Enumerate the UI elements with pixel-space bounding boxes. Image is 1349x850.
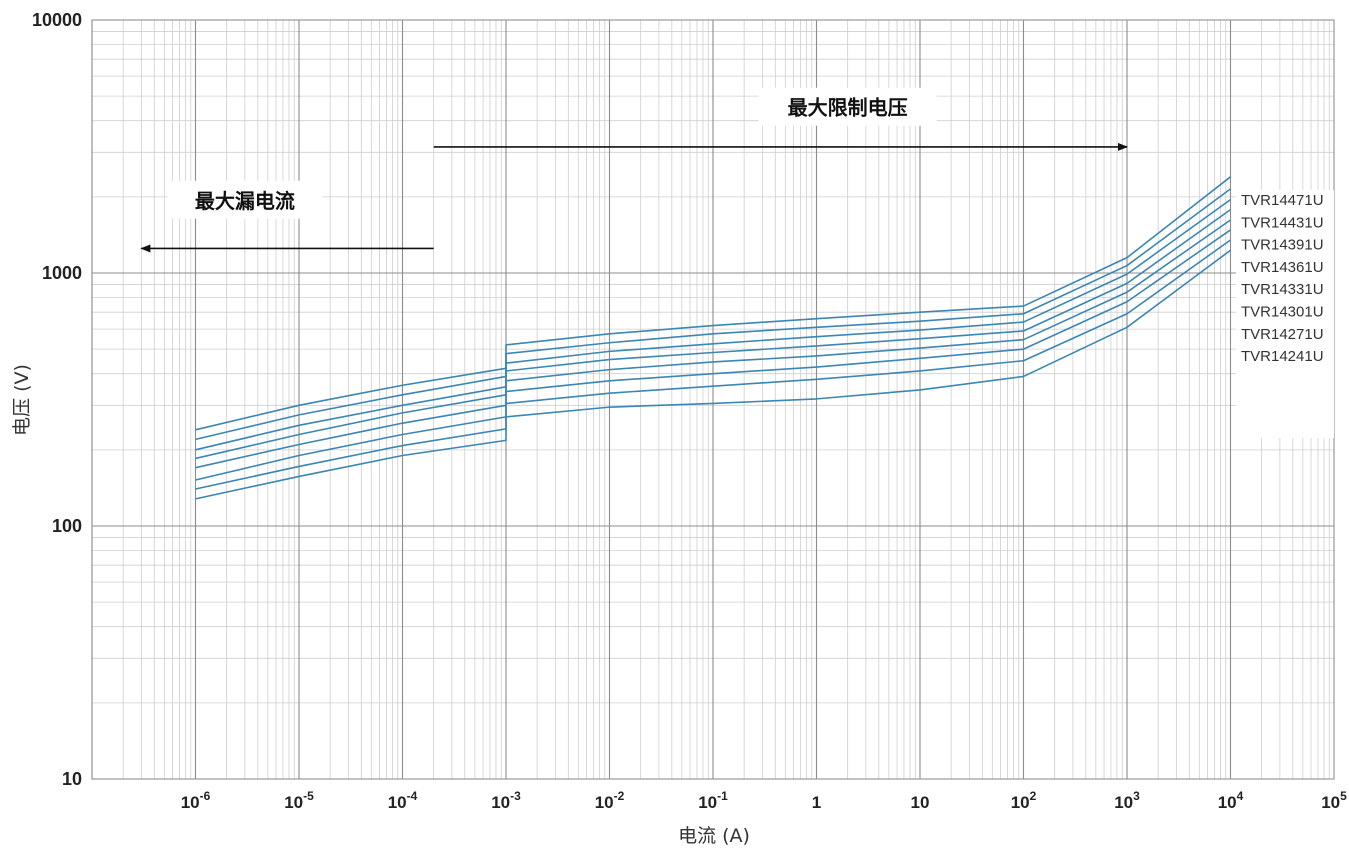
x-tick-label: 10-1 — [698, 789, 728, 812]
annotation-label: 最大漏电流 — [195, 189, 295, 213]
series-label: TVR14431U — [1241, 214, 1324, 231]
x-tick-label: 105 — [1321, 789, 1347, 812]
series-label: TVR14391U — [1241, 237, 1324, 254]
y-axis-ticks: 10 100 1000 10000 — [32, 10, 82, 789]
series-line — [195, 229, 1231, 481]
series-line — [195, 249, 1231, 500]
y-tick-label: 1000 — [42, 263, 82, 283]
series-line — [195, 208, 1231, 460]
series-line — [195, 188, 1231, 441]
annotation-box — [167, 180, 323, 219]
series-label: TVR14331U — [1241, 281, 1324, 298]
series-line — [195, 219, 1231, 469]
x-tick-label: 10-6 — [181, 789, 211, 812]
grid-major-lines — [91, 19, 1335, 780]
series-label: TVR14241U — [1241, 348, 1324, 365]
series-label: TVR14471U — [1241, 192, 1324, 209]
y-tick-label: 10 — [62, 769, 82, 789]
x-axis-title: 电流 (A) — [678, 825, 750, 847]
x-tick-label: 1 — [812, 793, 821, 812]
x-tick-label: 10-2 — [595, 789, 625, 812]
x-tick-label: 104 — [1218, 789, 1244, 812]
y-tick-label: 10000 — [32, 10, 82, 30]
x-tick-label: 10-5 — [284, 789, 314, 812]
series-label: TVR14361U — [1241, 259, 1324, 276]
y-axis-title: 电压 (V) — [11, 364, 33, 436]
series-labels: TVR14471U TVR14431U TVR14391U TVR14361U TVR1… — [1241, 192, 1324, 365]
x-tick-label: 103 — [1114, 789, 1140, 812]
y-tick-label: 100 — [52, 516, 82, 536]
series-label-background — [1236, 190, 1334, 438]
annotation-label: 最大限制电压 — [788, 96, 908, 120]
series-label: TVR14271U — [1241, 326, 1324, 343]
series-line — [195, 176, 1231, 431]
x-tick-label: 102 — [1011, 789, 1037, 812]
x-tick-label: 10 — [911, 793, 930, 812]
series-group — [195, 176, 1231, 500]
series-line — [195, 198, 1231, 451]
x-axis-ticks: 10-6 10-5 10-4 10-3 10-2 10-1 1 10 102 103 104 105 — [181, 789, 1347, 812]
annotation-box — [758, 87, 937, 126]
series-label: TVR14301U — [1241, 304, 1324, 321]
x-tick-label: 10-4 — [388, 789, 418, 812]
x-tick-label: 10-3 — [491, 789, 521, 812]
series-line — [195, 239, 1231, 490]
